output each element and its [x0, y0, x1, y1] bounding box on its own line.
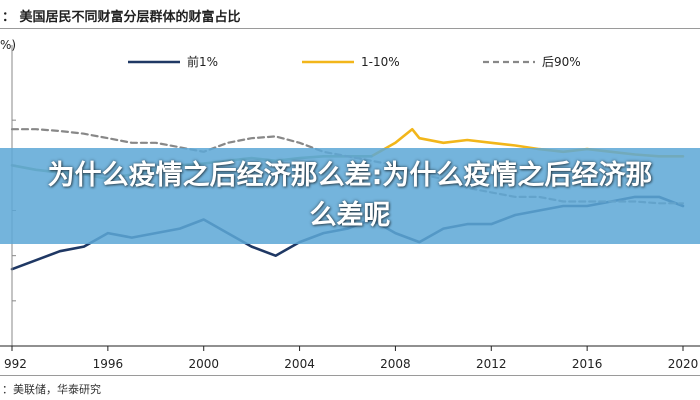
chart-title: ： 美国居民不同财富分层群体的财富占比	[2, 10, 241, 25]
legend-label: 1-10%	[361, 55, 400, 69]
chart-legend: 前1% 1-10% 后90%	[128, 54, 581, 69]
x-tick-label: 2012	[476, 357, 507, 371]
overlay-banner: 为什么疫情之后经济那么差:为什么疫情之后经济那么差呢	[0, 148, 700, 244]
x-tick-label: 2008	[380, 357, 411, 371]
source-note: ：美联储，华泰研究	[2, 383, 101, 396]
title-divider	[0, 28, 700, 29]
x-tick-label: 2004	[284, 357, 315, 371]
x-tick-label: 2016	[572, 357, 603, 371]
legend-label: 后90%	[542, 55, 581, 69]
legend-label: 前1%	[187, 54, 218, 69]
banner-text: 为什么疫情之后经济那么差:为什么疫情之后经济那么差呢	[47, 160, 653, 231]
source-divider	[0, 375, 700, 376]
x-tick-label: 2000	[188, 357, 219, 371]
x-axis-ticks: 992 1996 2000 2004 2008 2012 2016 2020	[4, 346, 698, 371]
x-tick-label: 992	[4, 357, 27, 371]
x-tick-label: 1996	[93, 357, 124, 371]
x-tick-label: 2020	[668, 357, 699, 371]
